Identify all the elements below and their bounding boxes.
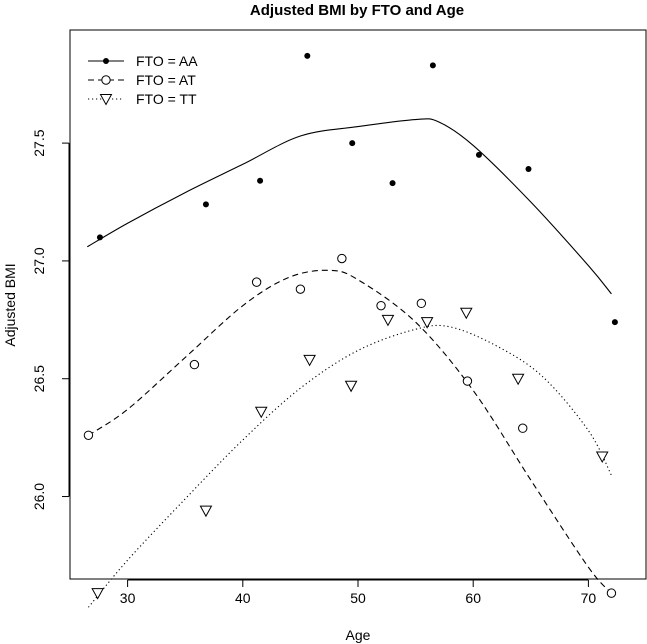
data-point [304, 52, 311, 59]
data-point [83, 430, 94, 440]
legend-label: FTO = AA [136, 53, 198, 69]
x-axis: 30 40 50 60 70 [120, 579, 597, 606]
data-point [525, 166, 532, 173]
data-point [91, 588, 104, 600]
legend-label: FTO = AT [136, 72, 196, 88]
data-point [257, 177, 264, 184]
data-point [199, 505, 213, 518]
y-axis: 26.0 26.5 27.0 27.5 [31, 129, 70, 510]
data-points [83, 52, 618, 600]
data-point [96, 234, 103, 241]
data-point [606, 588, 617, 598]
chart-title: Adjusted BMI by FTO and Age [250, 2, 464, 19]
y-tick-label: 26.0 [31, 483, 47, 510]
x-tick-label: 60 [465, 590, 481, 606]
y-axis-label: Adjusted BMI [2, 263, 18, 346]
data-point [254, 406, 268, 419]
data-point [101, 75, 111, 85]
data-point [381, 314, 395, 327]
data-point [99, 94, 113, 106]
data-point [337, 253, 347, 264]
legend-label: FTO = TT [136, 91, 197, 107]
data-point [611, 319, 618, 326]
y-tick-label: 27.0 [31, 247, 47, 274]
data-point [103, 58, 109, 64]
data-point [462, 376, 473, 386]
x-tick-label: 40 [235, 590, 251, 606]
x-tick-label: 50 [350, 590, 366, 606]
data-point [189, 359, 200, 370]
legend: FTO = AA FTO = AT FTO = TT [88, 53, 198, 107]
data-point [420, 317, 434, 329]
data-point [303, 354, 316, 367]
x-tick-label: 70 [581, 590, 597, 606]
y-tick-label: 27.5 [31, 129, 47, 156]
data-point [295, 284, 306, 294]
fit-curve [88, 324, 612, 608]
data-point [349, 140, 356, 147]
data-point [202, 201, 209, 208]
plot-frame [69, 29, 647, 580]
fit-curve [88, 269, 612, 594]
fit-curve [87, 118, 612, 295]
data-point [429, 62, 436, 69]
data-point [511, 373, 525, 386]
data-point [595, 451, 609, 464]
data-point [251, 277, 262, 287]
data-point [459, 307, 473, 320]
x-tick-label: 30 [120, 590, 136, 606]
x-axis-label: Age [346, 627, 371, 643]
data-point [518, 423, 528, 433]
data-point [475, 151, 482, 158]
fit-curves [87, 118, 612, 608]
data-point [389, 180, 396, 187]
data-point [344, 380, 358, 393]
y-tick-label: 26.5 [31, 365, 47, 392]
data-point [376, 300, 386, 311]
data-point [416, 298, 427, 309]
